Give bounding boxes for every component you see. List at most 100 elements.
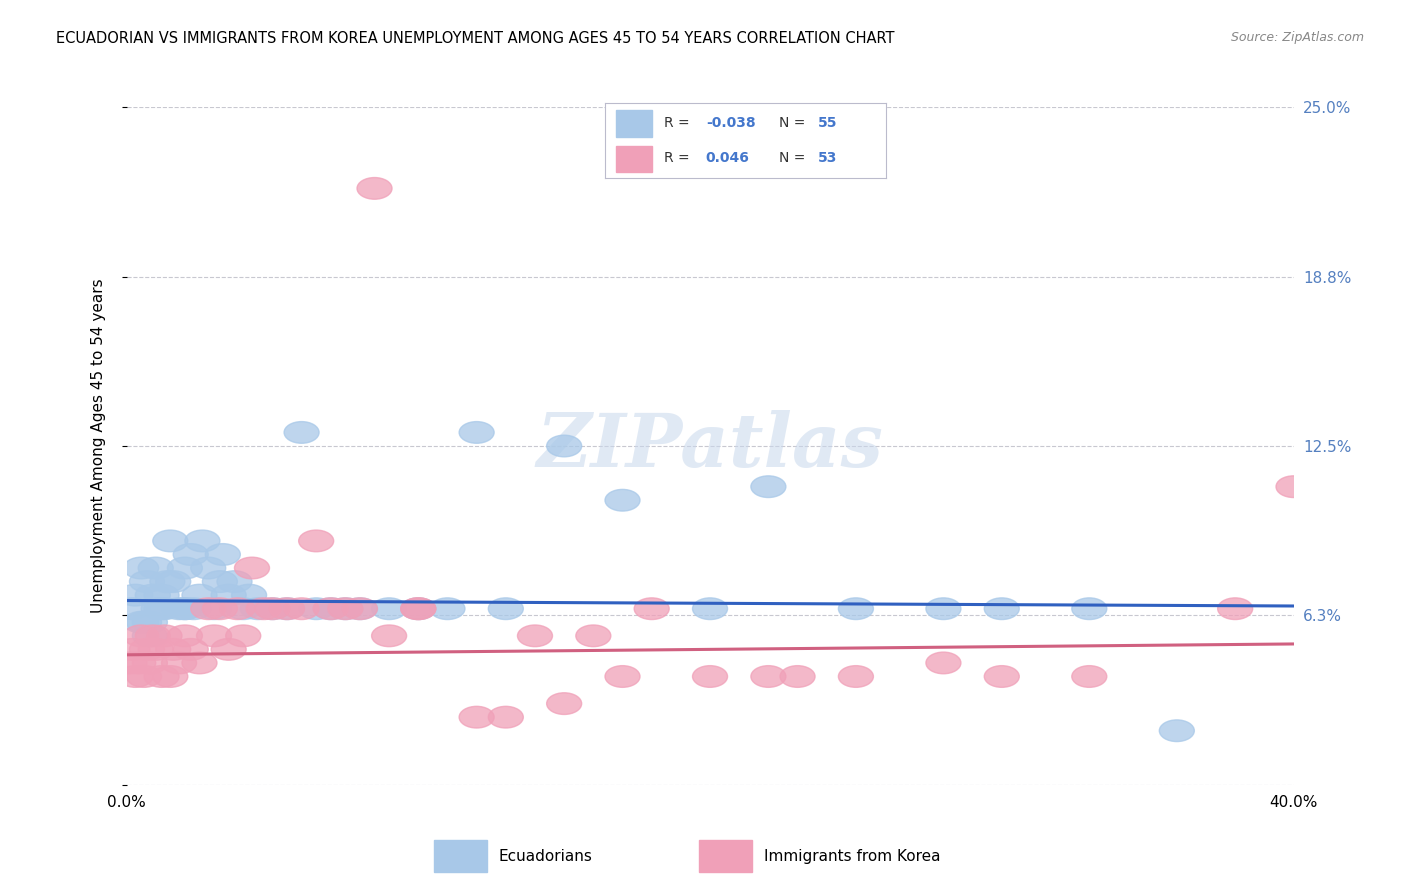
Ellipse shape xyxy=(298,598,333,620)
Ellipse shape xyxy=(184,530,219,552)
Ellipse shape xyxy=(115,598,150,620)
Ellipse shape xyxy=(240,598,276,620)
Ellipse shape xyxy=(191,598,226,620)
Text: 53: 53 xyxy=(818,151,838,165)
Text: 55: 55 xyxy=(818,116,838,130)
Text: Ecuadorians: Ecuadorians xyxy=(499,849,592,863)
Ellipse shape xyxy=(138,639,173,660)
Ellipse shape xyxy=(173,543,208,566)
Ellipse shape xyxy=(127,611,162,633)
Ellipse shape xyxy=(153,530,188,552)
Ellipse shape xyxy=(167,625,202,647)
Ellipse shape xyxy=(150,571,186,592)
Ellipse shape xyxy=(488,598,523,620)
Ellipse shape xyxy=(343,598,377,620)
Ellipse shape xyxy=(162,598,197,620)
Ellipse shape xyxy=(284,422,319,443)
Ellipse shape xyxy=(298,530,333,552)
Text: ECUADORIAN VS IMMIGRANTS FROM KOREA UNEMPLOYMENT AMONG AGES 45 TO 54 YEARS CORRE: ECUADORIAN VS IMMIGRANTS FROM KOREA UNEM… xyxy=(56,31,894,46)
Ellipse shape xyxy=(254,598,290,620)
Text: N =: N = xyxy=(779,151,810,165)
Ellipse shape xyxy=(181,584,217,606)
Ellipse shape xyxy=(254,598,290,620)
Ellipse shape xyxy=(314,598,349,620)
Ellipse shape xyxy=(460,706,494,728)
Text: R =: R = xyxy=(664,116,693,130)
Ellipse shape xyxy=(118,665,153,688)
Ellipse shape xyxy=(112,652,148,673)
Ellipse shape xyxy=(634,598,669,620)
Ellipse shape xyxy=(751,475,786,498)
Ellipse shape xyxy=(129,639,165,660)
Ellipse shape xyxy=(1071,598,1107,620)
Ellipse shape xyxy=(127,665,162,688)
Text: N =: N = xyxy=(779,116,810,130)
Ellipse shape xyxy=(211,584,246,606)
Ellipse shape xyxy=(132,652,167,673)
Ellipse shape xyxy=(202,598,238,620)
Ellipse shape xyxy=(284,598,319,620)
Ellipse shape xyxy=(314,598,349,620)
Ellipse shape xyxy=(148,625,181,647)
Ellipse shape xyxy=(167,598,202,620)
Ellipse shape xyxy=(143,598,179,620)
Ellipse shape xyxy=(205,543,240,566)
Ellipse shape xyxy=(132,611,167,633)
Ellipse shape xyxy=(156,571,191,592)
Ellipse shape xyxy=(927,652,960,673)
Ellipse shape xyxy=(173,639,208,660)
Ellipse shape xyxy=(115,639,150,660)
Ellipse shape xyxy=(121,652,156,673)
Ellipse shape xyxy=(780,665,815,688)
Ellipse shape xyxy=(1071,665,1107,688)
Ellipse shape xyxy=(401,598,436,620)
Ellipse shape xyxy=(343,598,377,620)
Ellipse shape xyxy=(605,665,640,688)
Ellipse shape xyxy=(135,625,170,647)
Ellipse shape xyxy=(124,611,159,633)
Ellipse shape xyxy=(371,598,406,620)
Ellipse shape xyxy=(141,598,176,620)
Ellipse shape xyxy=(927,598,960,620)
Ellipse shape xyxy=(576,625,610,647)
Ellipse shape xyxy=(693,598,727,620)
Ellipse shape xyxy=(328,598,363,620)
Ellipse shape xyxy=(1277,475,1310,498)
Text: -0.038: -0.038 xyxy=(706,116,755,130)
Ellipse shape xyxy=(129,571,165,592)
Ellipse shape xyxy=(217,571,252,592)
Ellipse shape xyxy=(197,625,232,647)
Ellipse shape xyxy=(132,625,167,647)
Text: Immigrants from Korea: Immigrants from Korea xyxy=(765,849,941,863)
Ellipse shape xyxy=(202,571,238,592)
Ellipse shape xyxy=(547,435,582,457)
Ellipse shape xyxy=(153,665,188,688)
Ellipse shape xyxy=(226,598,260,620)
Bar xyxy=(699,840,752,872)
Ellipse shape xyxy=(191,558,226,579)
Ellipse shape xyxy=(401,598,436,620)
Ellipse shape xyxy=(984,598,1019,620)
Ellipse shape xyxy=(517,625,553,647)
Ellipse shape xyxy=(124,625,159,647)
Ellipse shape xyxy=(605,490,640,511)
Ellipse shape xyxy=(162,652,197,673)
Ellipse shape xyxy=(488,706,523,728)
Ellipse shape xyxy=(270,598,305,620)
Ellipse shape xyxy=(235,558,270,579)
Ellipse shape xyxy=(1160,720,1194,741)
Ellipse shape xyxy=(270,598,305,620)
Ellipse shape xyxy=(124,558,159,579)
Ellipse shape xyxy=(460,422,494,443)
Ellipse shape xyxy=(430,598,465,620)
Ellipse shape xyxy=(143,584,179,606)
Ellipse shape xyxy=(751,665,786,688)
Ellipse shape xyxy=(138,558,173,579)
Ellipse shape xyxy=(211,639,246,660)
Ellipse shape xyxy=(838,665,873,688)
Ellipse shape xyxy=(118,584,153,606)
Ellipse shape xyxy=(156,639,191,660)
Ellipse shape xyxy=(143,665,179,688)
Ellipse shape xyxy=(167,598,202,620)
Ellipse shape xyxy=(232,584,267,606)
